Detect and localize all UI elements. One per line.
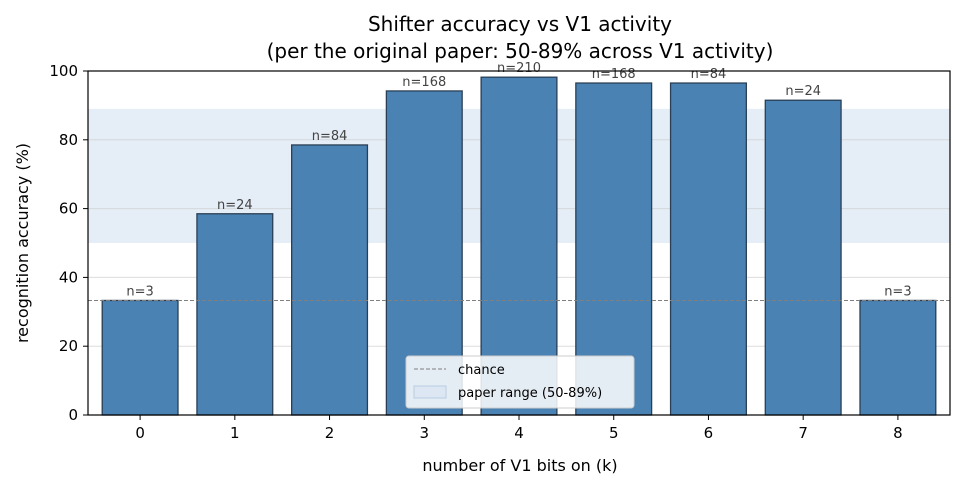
legend: chance paper range (50-89%) [405,355,635,409]
legend-box [405,355,635,409]
x-tick-label: 0 [135,424,145,442]
bar [669,82,747,416]
bar-data-label: n=210 [497,61,541,76]
x-tick-label: 4 [514,424,524,442]
y-tick-label: 100 [49,62,78,80]
bar-data-label: n=3 [126,284,153,299]
x-tick-label: 1 [230,424,240,442]
x-tick-label: 6 [704,424,714,442]
plot-area: 0 20 40 60 80 100 0 n=3 1 n=24 2 n=84 3 n=168 4 n=210 5 n… [49,61,951,442]
chart-subtitle: (per the original paper: 50-89% across V… [267,39,774,63]
y-tick-label: 20 [59,337,78,355]
bar [291,144,369,416]
x-tick-label: 2 [325,424,335,442]
bar [196,213,274,416]
legend-paper-range-swatch [413,385,447,399]
bar-data-label: n=168 [402,75,446,90]
y-tick-label: 60 [59,200,78,218]
x-tick-label: 7 [798,424,808,442]
bar-data-label: n=168 [592,67,636,82]
bar-data-label: n=24 [785,84,821,99]
legend-chance-label: chance [458,363,505,378]
bar-data-label: n=3 [884,284,911,299]
bar [101,299,179,416]
x-tick-label: 8 [893,424,903,442]
bar [859,299,937,416]
legend-paper-range-label: paper range (50-89%) [458,386,602,401]
chart-title: Shifter accuracy vs V1 activity [368,12,672,36]
x-tick-label: 5 [609,424,619,442]
x-tick-label: 3 [420,424,430,442]
bar-data-label: n=24 [217,198,253,213]
bar-data-label: n=84 [312,129,348,144]
y-axis-label: recognition accuracy (%) [13,143,32,343]
bar [764,99,842,416]
bar-data-label: n=84 [691,67,727,82]
y-tick-label: 80 [59,131,78,149]
plot-frame [87,70,951,416]
y-tick-label: 0 [68,406,78,424]
y-tick-label: 40 [59,268,78,286]
x-axis-label: number of V1 bits on (k) [422,456,617,475]
